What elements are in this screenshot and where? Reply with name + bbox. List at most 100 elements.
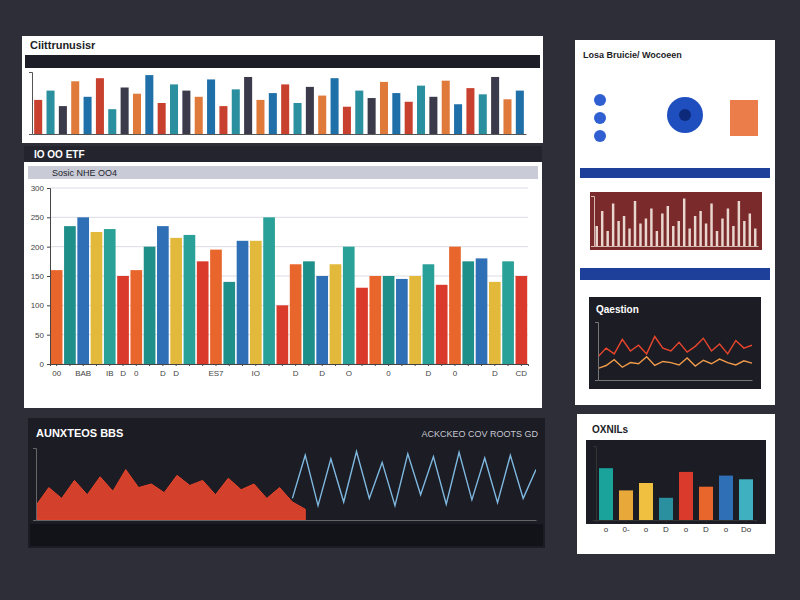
x-tick: D [492,364,498,378]
bar [343,247,355,364]
y-axis [593,447,597,521]
panel-title: AUNXTEOS BBS [36,427,123,439]
panel [577,414,775,554]
x-tick-mark [481,364,482,366]
icon [594,112,606,124]
x-tick-mark [441,364,442,366]
x-tick [242,364,243,366]
bar [232,89,240,134]
dashboard-svg: CiittrunusisrIO OO ETFSosic NHE OO405010… [0,0,800,600]
x-tick: ES7 [208,364,224,378]
y-axis-line [595,323,599,381]
icon [594,130,606,142]
bar [650,209,652,247]
bar [645,219,647,247]
x-tick-mark [401,364,402,366]
bar [64,226,76,364]
panel-band [580,168,770,178]
x-tick-mark [646,520,647,522]
bar [516,91,524,134]
bar [699,487,713,520]
bars [51,217,527,364]
panel [28,418,545,548]
bar [96,78,104,134]
panel [22,36,543,143]
bar [683,199,685,247]
x-tick-label: D [319,369,325,378]
x-tick [415,364,416,366]
panel-band [580,268,770,280]
y-tick-mark [47,364,50,365]
bar [250,241,262,364]
y-tick-label: 100 [31,301,45,310]
panel-title: Losa Bruicie/ Wocoeen [583,50,682,60]
x-tick-mark [189,364,190,366]
bar [623,216,625,246]
bar [244,77,252,134]
x-tick-label: Do [741,525,752,534]
bar [71,81,79,134]
background [0,0,800,600]
x-tick-mark [69,364,70,366]
x-tick-label: BAB [75,369,91,378]
bar [256,100,264,134]
x-tick-label: D [703,525,709,534]
y-tick-label: 300 [31,184,45,193]
x-tick-mark [83,364,84,366]
x-tick-mark [109,364,110,366]
bar [716,231,718,246]
x-tick: CD [516,364,528,378]
bar [634,201,636,246]
x-tick-label: D [492,369,498,378]
x-tick: D [663,520,669,534]
bar [617,221,619,246]
bar [330,264,342,364]
x-tick: D [293,364,299,378]
x-axis: 00BABIBD0DDES7IODDO0D0DCD [51,364,529,378]
bar [133,94,141,134]
bars [599,468,753,520]
x-tick-label: D [120,369,126,378]
bar [436,285,448,364]
spike-ground [590,192,762,250]
bar [281,84,289,134]
bar [705,224,707,247]
x-tick: D [120,364,126,378]
x-tick-mark [176,364,177,366]
x-tick [401,364,402,366]
x-tick-mark [162,364,163,366]
bar [263,217,275,364]
bar [489,282,501,364]
x-tick-mark [706,520,707,522]
y-tick-label: 150 [31,272,45,281]
x-tick: D [319,364,325,378]
x-tick: o [604,520,609,534]
bar [104,229,116,364]
bar [661,214,663,247]
x-tick-mark [123,364,124,366]
bar [667,206,669,246]
x-tick-label: O [346,369,352,378]
y-axis-line [591,197,595,247]
x-tick-mark [746,520,747,522]
bar [719,476,733,520]
bar [754,229,756,247]
x-axis-line [51,365,529,367]
bar [405,102,413,134]
bar [396,279,408,364]
bar [145,75,153,134]
x-tick-label: D [173,369,179,378]
x-axis-line [33,134,527,135]
x-tick-mark [335,364,336,366]
bar [223,282,235,364]
y-tick: 150 [31,272,50,281]
x-tick-mark [295,364,296,366]
bar [269,93,277,134]
x-axis [33,134,527,135]
panel-subtitle: Sosic NHE OO4 [52,168,117,178]
bar [727,209,729,247]
x-axis [595,246,759,247]
bar [158,103,166,134]
line [598,337,752,357]
bar [170,238,182,364]
